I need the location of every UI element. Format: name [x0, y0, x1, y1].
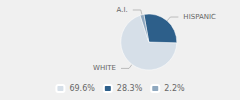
- svg-text:A.I.: A.I.: [117, 6, 128, 14]
- svg-text:HISPANIC: HISPANIC: [183, 13, 216, 21]
- svg-text:69.6%: 69.6%: [69, 84, 95, 93]
- svg-text:28.3%: 28.3%: [117, 84, 143, 93]
- svg-text:2.2%: 2.2%: [164, 84, 185, 93]
- svg-text:WHITE: WHITE: [93, 64, 116, 72]
